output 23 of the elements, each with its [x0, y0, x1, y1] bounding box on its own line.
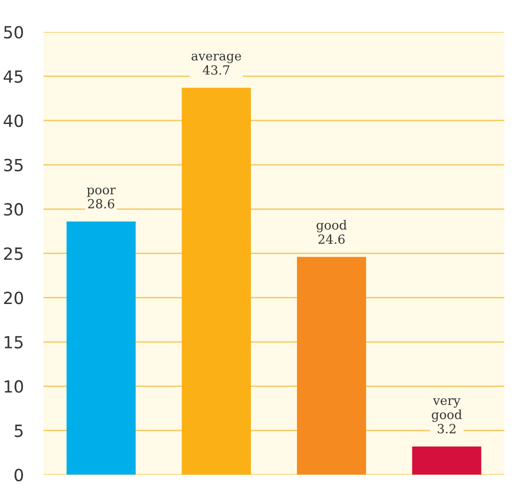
bar [66, 222, 136, 475]
y-tick-label: 50 [4, 26, 23, 39]
data-label: 3.2 [438, 424, 456, 434]
x-tick-label: good [316, 220, 347, 232]
x-tick-label: average [192, 54, 242, 64]
y-tick-label: 10 [4, 380, 23, 393]
y-tick-label: 45 [4, 70, 23, 83]
y-tick-label: 15 [4, 336, 23, 349]
y-tick-label: 40 [4, 114, 23, 128]
data-label: 43.7 [202, 65, 230, 75]
data-label: 28.6 [88, 198, 114, 208]
x-tick-label: poor [86, 188, 116, 197]
y-tick-label: 0 [14, 468, 23, 482]
bar [296, 256, 366, 475]
bar [182, 88, 251, 475]
y-tick-label: 5 [14, 424, 23, 438]
y-tick-label: 35 [4, 158, 23, 172]
y-tick-label: 30 [4, 203, 23, 216]
y-tick-label: 20 [4, 292, 23, 304]
bar [412, 446, 482, 475]
x-tick-label: very good [432, 398, 462, 422]
y-tick-label: 25 [4, 247, 23, 260]
data-label: 24.6 [318, 234, 345, 244]
